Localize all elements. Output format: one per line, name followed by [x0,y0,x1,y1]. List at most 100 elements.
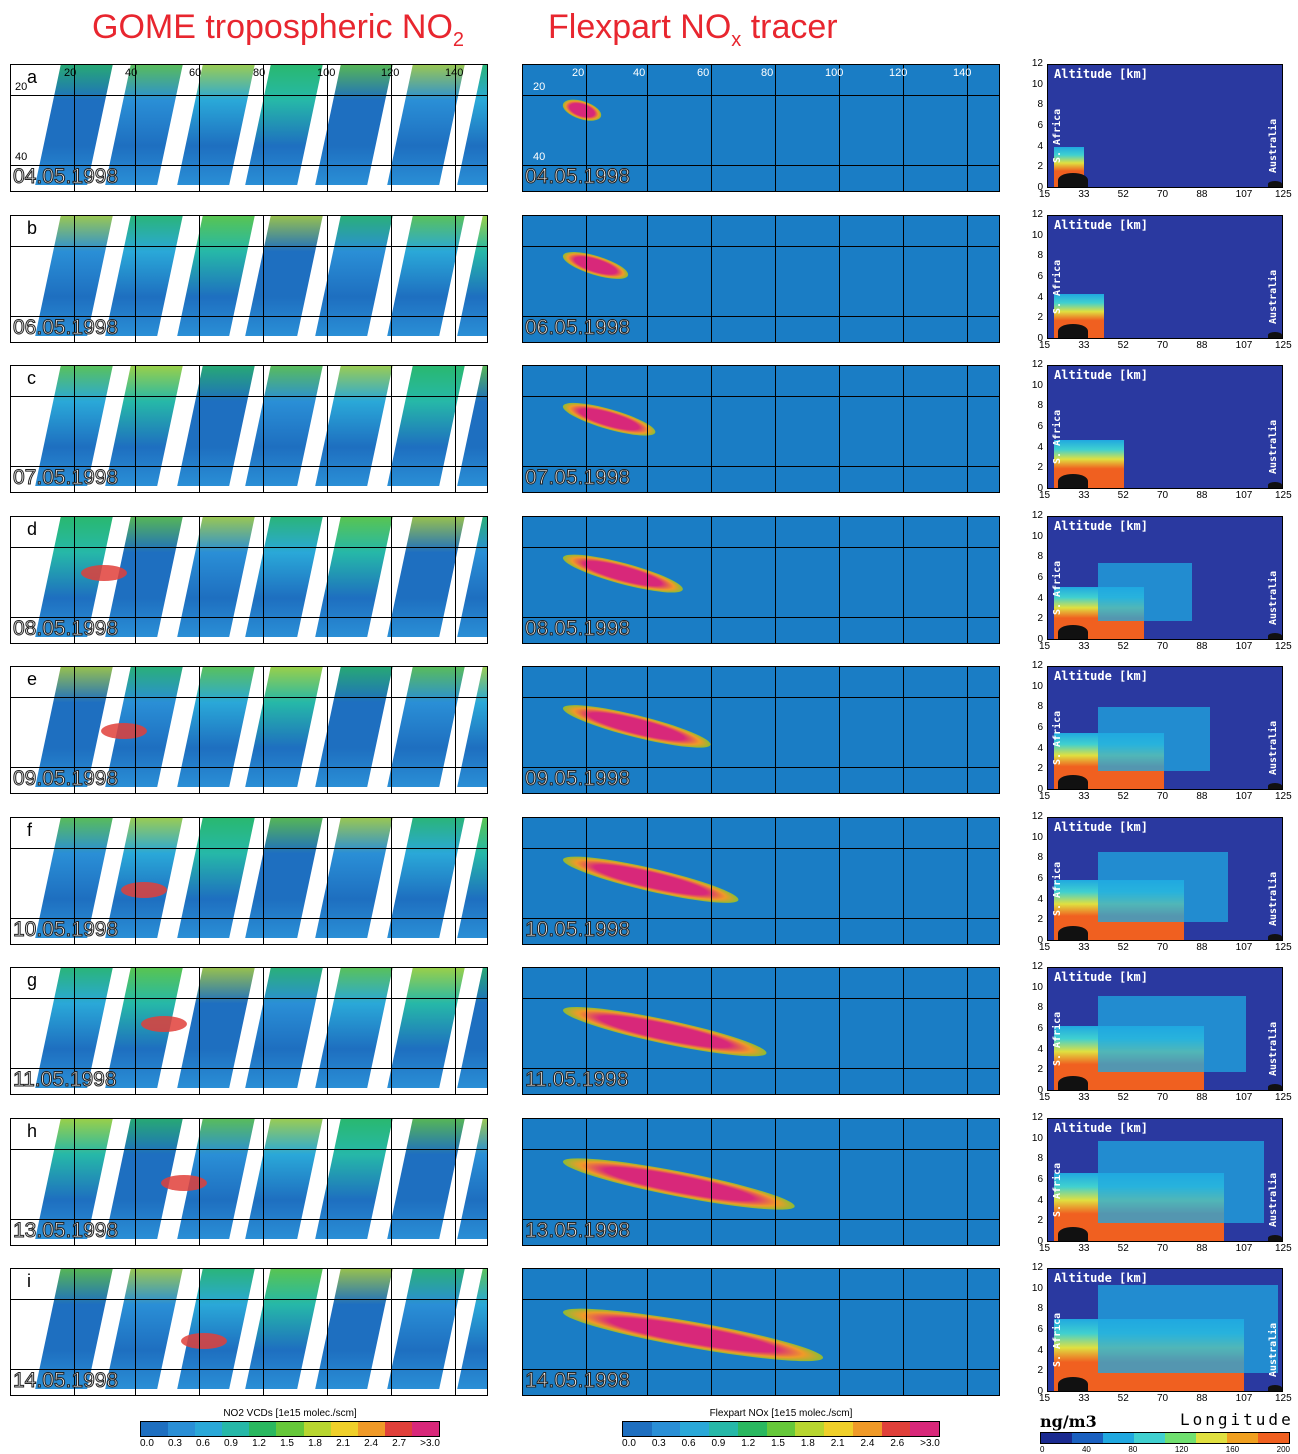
altitude-y-tick: 2 [1037,914,1043,926]
colorbar-swatch [1103,1433,1134,1443]
lon-tick-label: 100 [825,67,844,79]
altitude-y-tick: 0 [1037,634,1043,645]
altitude-y-tick: 10 [1031,1282,1043,1294]
grid-line [135,65,136,191]
altitude-y-tick: 2 [1037,462,1043,474]
grid-line [199,65,200,191]
grid-line [647,1119,648,1245]
swath-stripe [245,65,325,185]
grid-line [74,517,75,643]
grid-line [74,818,75,944]
altitude-y-tick: 0 [1037,935,1043,946]
tracer-plume [560,95,604,125]
gome-colorbar-label: NO2 VCDs [1e15 molec./scm] [223,1408,357,1419]
longitude-x-tick: 52 [1117,942,1129,953]
gome-map-panel: e 09.05.1998 [10,666,488,794]
grid-line [11,697,487,698]
altitude-y-tick: 12 [1031,58,1043,69]
grid-line [903,1269,904,1395]
high-no2-plume [161,1175,207,1191]
longitude-x-tick: 52 [1117,189,1129,200]
altitude-y-tick: 8 [1037,551,1043,563]
altitude-y-tick: 12 [1031,510,1043,521]
flex-colorbar-ticks: 0.0 0.3 0.6 0.9 1.2 1.5 1.8 2.1 2.4 2.6 >3.0 [622,1438,940,1449]
terrain-africa [1058,474,1088,488]
altitude-y-tick: 6 [1037,722,1043,733]
colorbar-swatch [910,1422,940,1436]
terrain-australia [1268,1385,1282,1391]
altitude-y-tick: 4 [1037,291,1043,303]
panel-letter: a [27,67,38,87]
lon-tick-label: 120 [889,67,908,79]
panel-date: 07.05.1998 [12,466,119,490]
altitude-y-tick: 4 [1037,441,1043,453]
colorbar-tick: 0.3 [651,1438,666,1449]
lon-tick-label: 60 [189,67,202,79]
grid-line [391,667,392,793]
swath-stripe [457,517,487,637]
altitude-y-tick: 8 [1037,1002,1043,1014]
altitude-title: Altitude [km] [1054,669,1148,683]
longitude-x-tick: 52 [1117,791,1129,802]
swath-stripe [177,65,257,185]
grid-line [839,65,840,191]
longitude-x-tick: 88 [1196,340,1208,351]
australia-label: Australia [1268,419,1279,474]
swath-stripe [177,366,257,486]
terrain-africa [1058,1377,1088,1391]
grid-line [711,517,712,643]
altitude-y-tick: 6 [1037,120,1043,131]
grid-line [11,918,487,919]
altitude-title: Altitude [km] [1054,820,1148,834]
altitude-y-tick: 8 [1037,400,1043,412]
altitude-title: Altitude [km] [1054,970,1148,984]
lat-tick-label: 20 [533,81,546,93]
grid-line [903,818,904,944]
swath-stripe [177,517,257,637]
panel-date: 10.05.1998 [524,918,631,942]
colorbar-swatch [276,1422,304,1436]
grid-line [11,95,487,96]
colorbar-tick: 1.5 [280,1438,294,1449]
longitude-x-tick: 125 [1275,791,1292,802]
colorbar-swatch [195,1422,223,1436]
gome-title: GOME tropospheric NO2 [92,8,464,52]
terrain-australia [1268,783,1282,789]
grid-line [586,667,587,793]
longitude-x-tick: 52 [1117,490,1129,501]
grid-line [903,968,904,1094]
altitude-y-tick: 10 [1031,379,1043,391]
lon-tick-label: 20 [572,67,585,79]
swath-stripe [245,1269,325,1389]
grid-line [11,848,487,849]
grid-line [327,65,328,191]
longitude-x-tick: 88 [1196,1393,1208,1404]
grid-line [523,617,999,618]
flexpart-map-panel: 11.05.1998 [522,967,1000,1095]
altitude-y-tick: 10 [1031,680,1043,692]
grid-line [523,697,999,698]
grid-line [711,818,712,944]
panel-date: 11.05.1998 [525,1068,630,1092]
panel-date: 04.05.1998 [12,165,119,189]
longitude-x-tick: 52 [1117,1243,1129,1254]
grid-line [11,246,487,247]
altitude-y-tick: 6 [1037,1174,1043,1185]
colorbar-swatch [766,1422,796,1436]
grid-line [391,517,392,643]
altitude-section-panel: Altitude [km] S. Africa Australia [1047,817,1283,941]
altitude-title: Altitude [km] [1054,218,1148,232]
colorbar-tick: 0.3 [168,1438,182,1449]
altitude-y-tick: 4 [1037,1194,1043,1206]
terrain-africa [1058,1076,1088,1090]
grid-line [586,65,587,191]
swath-stripe [457,216,487,336]
australia-label: Australia [1268,269,1279,324]
grid-line [775,968,776,1094]
colorbar-tick: 0.9 [224,1438,238,1449]
grid-line [199,1119,200,1245]
colorbar-tick: 2.1 [336,1438,351,1449]
altitude-y-tick: 6 [1037,271,1043,282]
longitude-x-tick: 107 [1235,641,1253,652]
grid-line [135,366,136,492]
